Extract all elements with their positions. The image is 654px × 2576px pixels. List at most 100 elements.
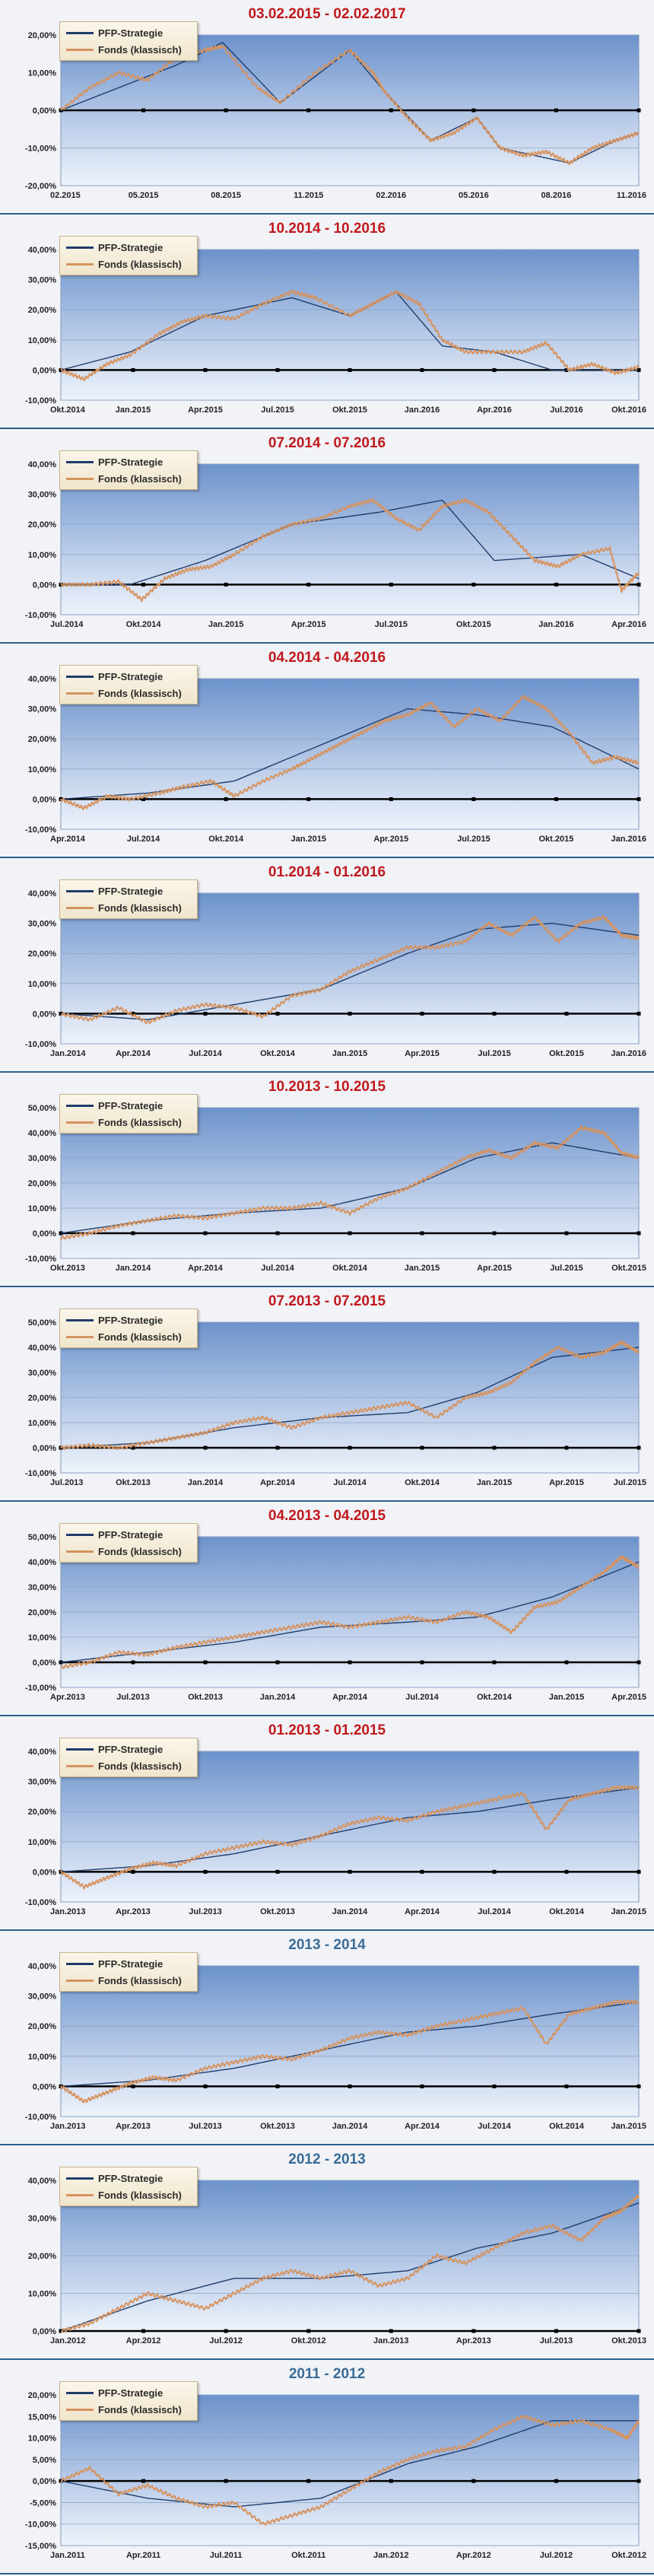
x-tick-label: Jul.2014: [127, 835, 160, 844]
chart-title: 2012 - 2013: [288, 2151, 366, 2167]
x-tick-label: Jul.2012: [209, 2336, 242, 2345]
legend-entry-fund: Fonds (klassisch): [66, 901, 182, 914]
y-tick-label: -10,00%: [25, 825, 56, 835]
x-tick-label: Apr.2013: [116, 2122, 151, 2131]
x-tick-mark: [203, 1869, 208, 1874]
x-tick-label: Okt.2014: [405, 1478, 440, 1487]
x-tick-label: Jul.2015: [614, 1478, 646, 1487]
legend-swatch-fund: [66, 1335, 94, 1338]
y-tick-label: 10,00%: [28, 336, 57, 345]
x-tick-mark: [224, 2479, 228, 2483]
legend-swatch-strategy: [66, 1962, 94, 1965]
x-tick-mark: [389, 582, 393, 587]
y-tick-label: 0,00%: [33, 2082, 56, 2091]
x-tick-mark: [131, 1445, 135, 1450]
x-tick-mark: [564, 1231, 569, 1236]
x-tick-mark: [306, 797, 311, 801]
x-tick-mark: [203, 1011, 208, 1016]
chart-title: 07.2014 - 07.2016: [268, 435, 386, 451]
legend-swatch-fund: [66, 906, 94, 909]
y-tick-label: -10,00%: [25, 1684, 56, 1693]
x-tick-mark: [275, 2084, 280, 2088]
legend-label-strategy: PFP-Strategie: [98, 1314, 164, 1326]
legend-swatch-strategy: [66, 31, 94, 34]
legend-entry-fund: Fonds (klassisch): [66, 43, 182, 56]
legend-swatch-strategy: [66, 460, 94, 463]
x-tick-label: Jul.2014: [405, 1693, 439, 1702]
x-tick-mark: [554, 2329, 558, 2333]
legend-label-strategy: PFP-Strategie: [98, 241, 164, 253]
chart-title: 07.2013 - 07.2015: [268, 1293, 386, 1309]
x-tick-mark: [492, 367, 497, 372]
y-tick-label: 40,00%: [28, 1344, 57, 1353]
y-tick-label: -10,00%: [25, 1040, 56, 1049]
y-tick-label: -5,00%: [30, 2498, 56, 2508]
legend: PFP-Strategie Fonds (klassisch): [59, 1952, 198, 1992]
legend-entry-fund: Fonds (klassisch): [66, 1544, 182, 1558]
x-tick-mark: [131, 1869, 135, 1874]
chart-svg: -10,00% 0,00% 10,00% 20,00% 30,00% 40,00% 50,0…: [25, 1104, 646, 1273]
y-tick-label: 30,00%: [28, 1369, 57, 1378]
legend-swatch-strategy: [66, 1104, 94, 1107]
y-tick-label: 10,00%: [28, 1633, 57, 1643]
x-tick-label: Apr.2013: [456, 2336, 491, 2345]
x-tick-label: 08.2016: [541, 191, 572, 200]
x-tick-mark: [471, 582, 476, 587]
x-tick-label: Okt.2015: [456, 620, 491, 629]
x-tick-mark: [389, 2479, 393, 2483]
legend: PFP-Strategie Fonds (klassisch): [59, 2381, 198, 2421]
series-line-fund: [60, 1125, 640, 1241]
x-tick-label: Apr.2015: [611, 1693, 646, 1702]
legend-swatch-fund: [66, 1550, 94, 1553]
legend-swatch-fund: [66, 1121, 94, 1124]
x-tick-label: Jan.2014: [332, 1907, 368, 1916]
legend-label-fund: Fonds (klassisch): [98, 1116, 182, 1128]
x-tick-mark: [420, 1660, 424, 1665]
x-tick-mark: [275, 1869, 280, 1874]
x-tick-label: Jul.2013: [50, 1478, 83, 1487]
legend-entry-strategy: PFP-Strategie: [66, 1742, 163, 1756]
legend-swatch-fund: [66, 2193, 94, 2196]
legend: PFP-Strategie Fonds (klassisch): [59, 21, 198, 61]
y-tick-label: 0,00%: [33, 366, 56, 375]
x-tick-label: 05.2015: [129, 191, 159, 200]
x-tick-label: Apr.2012: [126, 2336, 161, 2345]
legend-swatch-fund: [66, 2408, 94, 2411]
x-tick-label: Okt.2014: [260, 1049, 296, 1058]
chart-title: 03.02.2015 - 02.02.2017: [248, 6, 406, 22]
legend-entry-strategy: PFP-Strategie: [66, 1957, 163, 1970]
chart-title: 01.2014 - 01.2016: [268, 864, 386, 880]
x-tick-label: Jul.2013: [116, 1693, 149, 1702]
y-tick-label: 20,00%: [28, 1608, 57, 1617]
legend: PFP-Strategie Fonds (klassisch): [59, 879, 198, 919]
x-tick-label: Apr.2014: [260, 1478, 296, 1487]
series-line-fund: [60, 2195, 640, 2333]
y-tick-label: 10,00%: [28, 2290, 57, 2299]
x-tick-label: Okt.2013: [611, 2336, 646, 2345]
y-tick-label: 50,00%: [28, 1533, 57, 1542]
legend-swatch-fund: [66, 1764, 94, 1767]
x-tick-mark: [224, 582, 228, 587]
legend-label-fund: Fonds (klassisch): [98, 2189, 182, 2201]
legend-entry-fund: Fonds (klassisch): [66, 2188, 182, 2202]
x-tick-label: Okt.2014: [549, 2122, 585, 2131]
x-tick-label: Jul.2014: [478, 2122, 511, 2131]
series-line-fund: [60, 2415, 640, 2527]
x-tick-mark: [564, 1869, 569, 1874]
x-tick-label: Jul.2015: [550, 1264, 583, 1273]
y-tick-label: 40,00%: [28, 1962, 57, 1971]
x-tick-mark: [141, 108, 146, 113]
y-tick-label: -10,00%: [25, 1898, 56, 1907]
y-tick-label: 50,00%: [28, 1104, 57, 1113]
y-tick-label: 30,00%: [28, 1154, 57, 1163]
x-tick-label: Jul.2015: [457, 835, 490, 844]
chart-title: 10.2013 - 10.2015: [268, 1079, 386, 1095]
x-tick-label: Okt.2013: [260, 1907, 295, 1916]
x-tick-label: Okt.2015: [332, 405, 367, 415]
x-tick-label: Apr.2014: [405, 2122, 440, 2131]
x-tick-mark: [564, 1660, 569, 1665]
x-tick-mark: [420, 2084, 424, 2088]
x-tick-label: Jan.2016: [405, 405, 440, 415]
x-tick-label: Apr.2015: [291, 620, 326, 629]
y-tick-label: -10,00%: [25, 2113, 56, 2122]
